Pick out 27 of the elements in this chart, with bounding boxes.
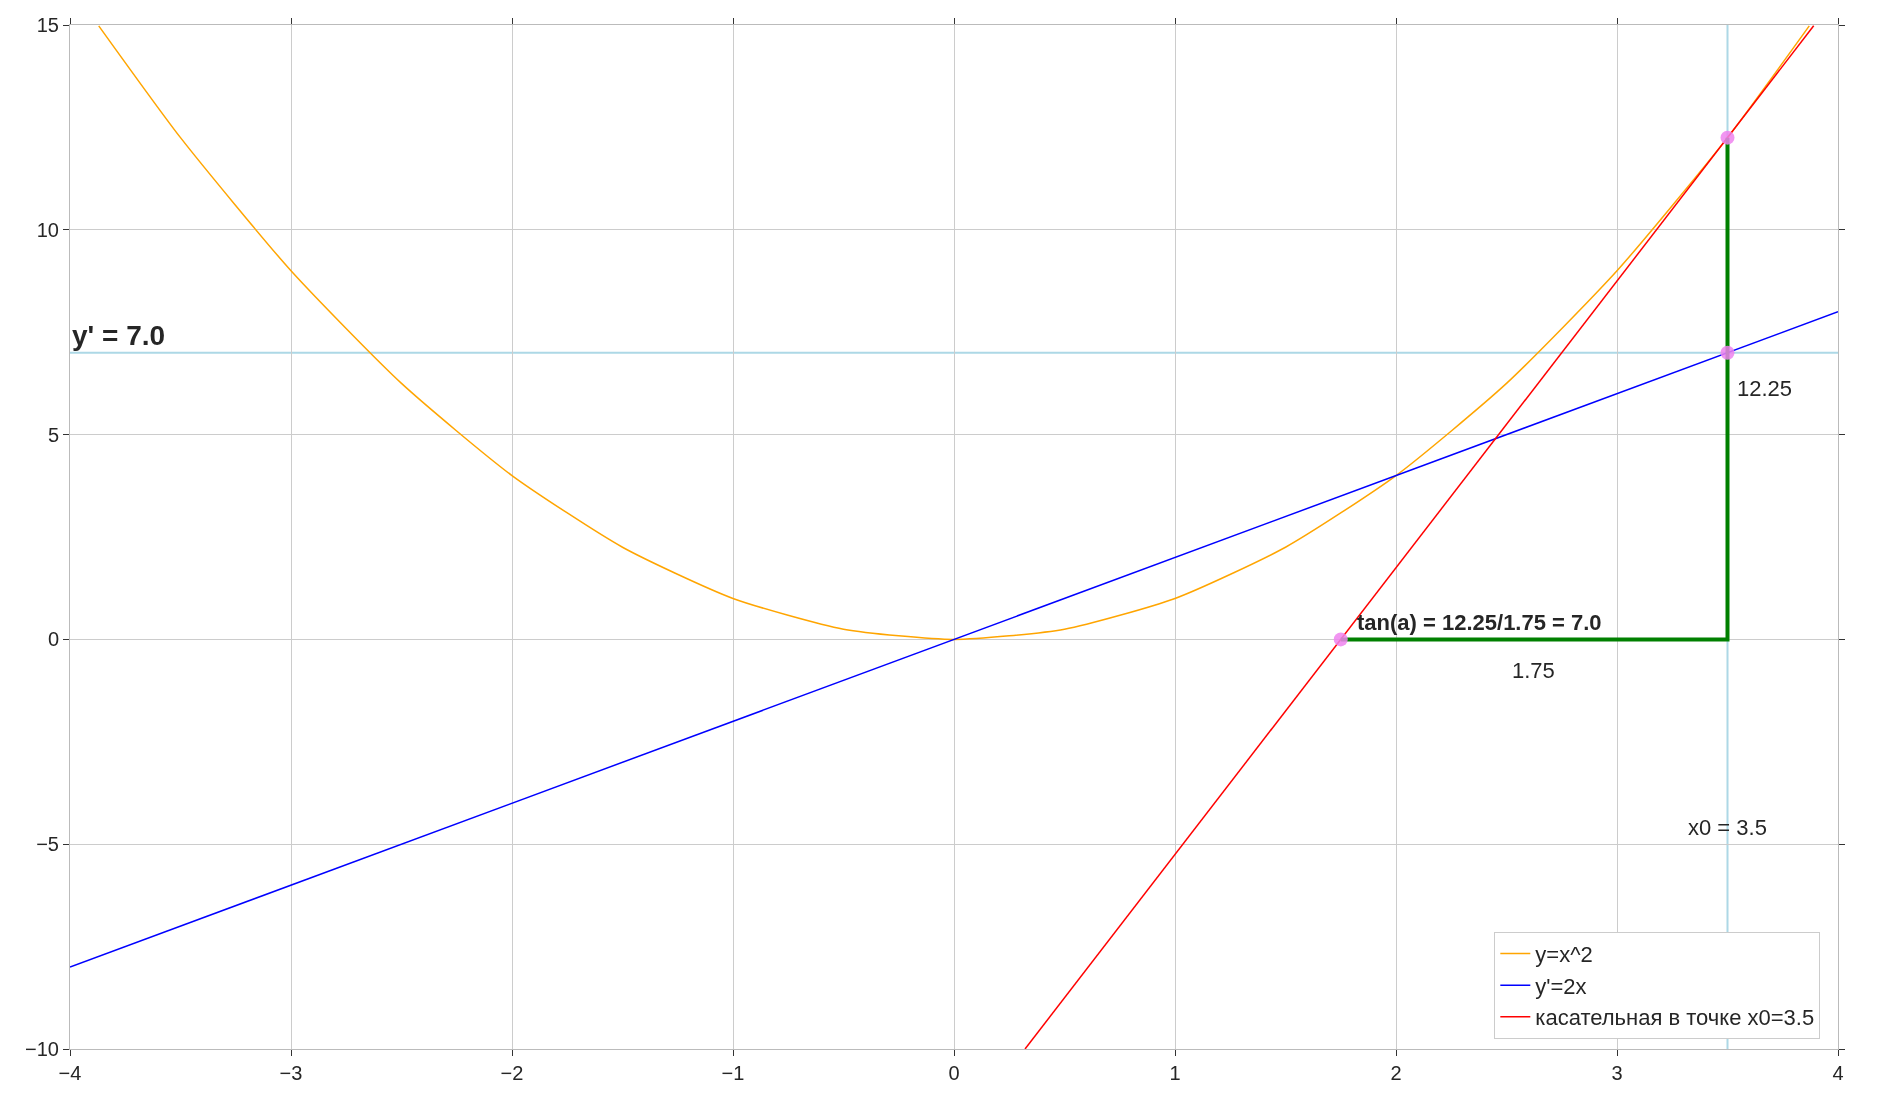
y-tick-label: 5 xyxy=(47,423,59,446)
legend-label: касательная в точке x0=3.5 xyxy=(1535,1005,1815,1031)
point xyxy=(1720,130,1735,145)
point xyxy=(1720,345,1735,360)
x-tick-label: −1 xyxy=(721,1062,745,1084)
y-tick-label: 0 xyxy=(47,628,59,651)
annotation: tan(a) = 12.25/1.75 = 7.0 xyxy=(1357,610,1602,635)
x-tick-label: −3 xyxy=(279,1062,303,1084)
x-tick-label: −2 xyxy=(500,1062,524,1084)
point xyxy=(1333,632,1348,647)
annotation: 12.25 xyxy=(1737,376,1793,401)
x-tick-label: 2 xyxy=(1390,1062,1402,1084)
x-tick-label: 3 xyxy=(1611,1062,1623,1084)
x-tick-label: 0 xyxy=(948,1062,960,1084)
legend-label: y=x^2 xyxy=(1535,942,1593,968)
x-tick-label: 4 xyxy=(1832,1062,1844,1084)
y-tick-label: 10 xyxy=(36,218,59,241)
annotation: 1.75 xyxy=(1512,658,1555,683)
line-series xyxy=(97,25,1811,641)
y-tick-label: −5 xyxy=(36,833,59,856)
y-tick-label: 15 xyxy=(36,14,59,36)
x-tick-label: 1 xyxy=(1169,1062,1181,1084)
ref-line-label: x0 = 3.5 xyxy=(1688,815,1767,840)
y-tick-label: −10 xyxy=(25,1038,59,1060)
x-tick-label: −4 xyxy=(58,1062,82,1084)
ref-line-label: y' = 7.0 xyxy=(72,320,166,351)
legend-label: y'=2x xyxy=(1535,973,1587,999)
